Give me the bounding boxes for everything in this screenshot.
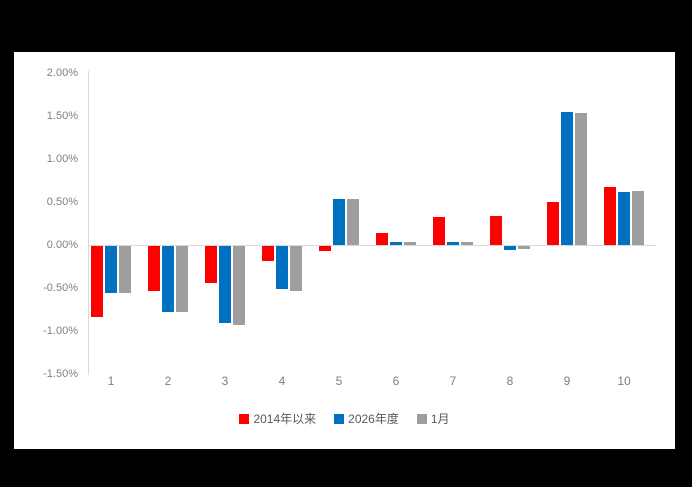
bar-2026年度-cat1 (105, 246, 117, 294)
legend-item-1月: 1月 (416, 410, 450, 427)
legend-label: 2026年度 (348, 412, 399, 426)
bar-2014年以来-cat8 (490, 215, 502, 245)
bar-1月-cat8 (518, 246, 530, 250)
chart-legend: 2014年以来 2026年度 1月 (14, 410, 675, 427)
bar-2026年度-cat6 (390, 242, 402, 245)
legend-item-2014年以来: 2014年以来 (239, 410, 316, 427)
x-axis-line (88, 245, 656, 246)
bar-1月-cat9 (575, 112, 587, 245)
bar-1月-cat5 (347, 199, 359, 245)
bar-2014年以来-cat10 (604, 186, 616, 245)
legend-label: 2014年以来 (253, 412, 317, 426)
y-axis-tick-label: 2.00% (46, 67, 78, 79)
plot-area: 2.00% 1.50% 1.00% 0.50% 0.00% -0.50% -1.00% -1.… (14, 52, 675, 449)
legend-swatch-icon (334, 413, 345, 424)
bar-2014年以来-cat7 (433, 217, 445, 245)
x-axis-category-label: 2 (164, 374, 172, 388)
bar-2014年以来-cat9 (547, 202, 559, 245)
x-axis-category-label: 3 (221, 374, 229, 388)
x-axis-category-label: 1 (107, 374, 115, 388)
bar-2014年以来-cat5 (319, 246, 331, 252)
x-axis-category-label: 8 (506, 374, 514, 388)
x-axis-category-label: 4 (278, 374, 286, 388)
chart-canvas: 2.00% 1.50% 1.00% 0.50% 0.00% -0.50% -1.00% -1.… (14, 52, 675, 449)
x-axis-category-label: 7 (449, 374, 457, 388)
y-axis-tick-label: 0.50% (46, 196, 78, 208)
bar-2026年度-cat10 (618, 191, 630, 245)
bar-2026年度-cat4 (276, 246, 288, 289)
x-axis-category-label: 10 (617, 374, 631, 388)
bar-1月-cat7 (461, 241, 473, 245)
bar-2014年以来-cat6 (376, 232, 388, 245)
y-axis-tick-label: 1.50% (46, 110, 78, 122)
bar-1月-cat6 (404, 242, 416, 245)
bar-2014年以来-cat2 (148, 246, 160, 291)
y-axis-tick-label: 0.00% (46, 239, 78, 251)
bar-2026年度-cat5 (333, 198, 345, 245)
x-axis-category-label: 5 (335, 374, 343, 388)
bar-1月-cat10 (632, 190, 644, 245)
y-axis-tick-label: -1.00% (43, 325, 78, 337)
bar-2026年度-cat8 (504, 246, 516, 251)
x-axis-category-label: 9 (563, 374, 571, 388)
bar-2026年度-cat2 (162, 246, 174, 313)
legend-label: 1月 (430, 412, 450, 426)
y-axis-tick-label: -0.50% (43, 282, 78, 294)
bar-2014年以来-cat4 (262, 246, 274, 261)
bar-2026年度-cat7 (447, 241, 459, 245)
y-axis-tick-label: 1.00% (46, 153, 78, 165)
bar-2026年度-cat3 (219, 246, 231, 324)
bar-2014年以来-cat1 (91, 246, 103, 317)
bar-2014年以来-cat3 (205, 246, 217, 283)
bar-1月-cat3 (233, 246, 245, 326)
legend-swatch-icon (239, 413, 250, 424)
legend-swatch-icon (416, 413, 427, 424)
bar-1月-cat2 (176, 246, 188, 313)
bar-1月-cat1 (119, 246, 131, 294)
bar-2026年度-cat9 (561, 111, 573, 245)
x-axis-category-label: 6 (392, 374, 400, 388)
legend-item-2026年度: 2026年度 (334, 410, 399, 427)
bar-1月-cat4 (290, 246, 302, 291)
y-axis-line (88, 71, 89, 375)
y-axis-tick-label: -1.50% (43, 368, 78, 380)
